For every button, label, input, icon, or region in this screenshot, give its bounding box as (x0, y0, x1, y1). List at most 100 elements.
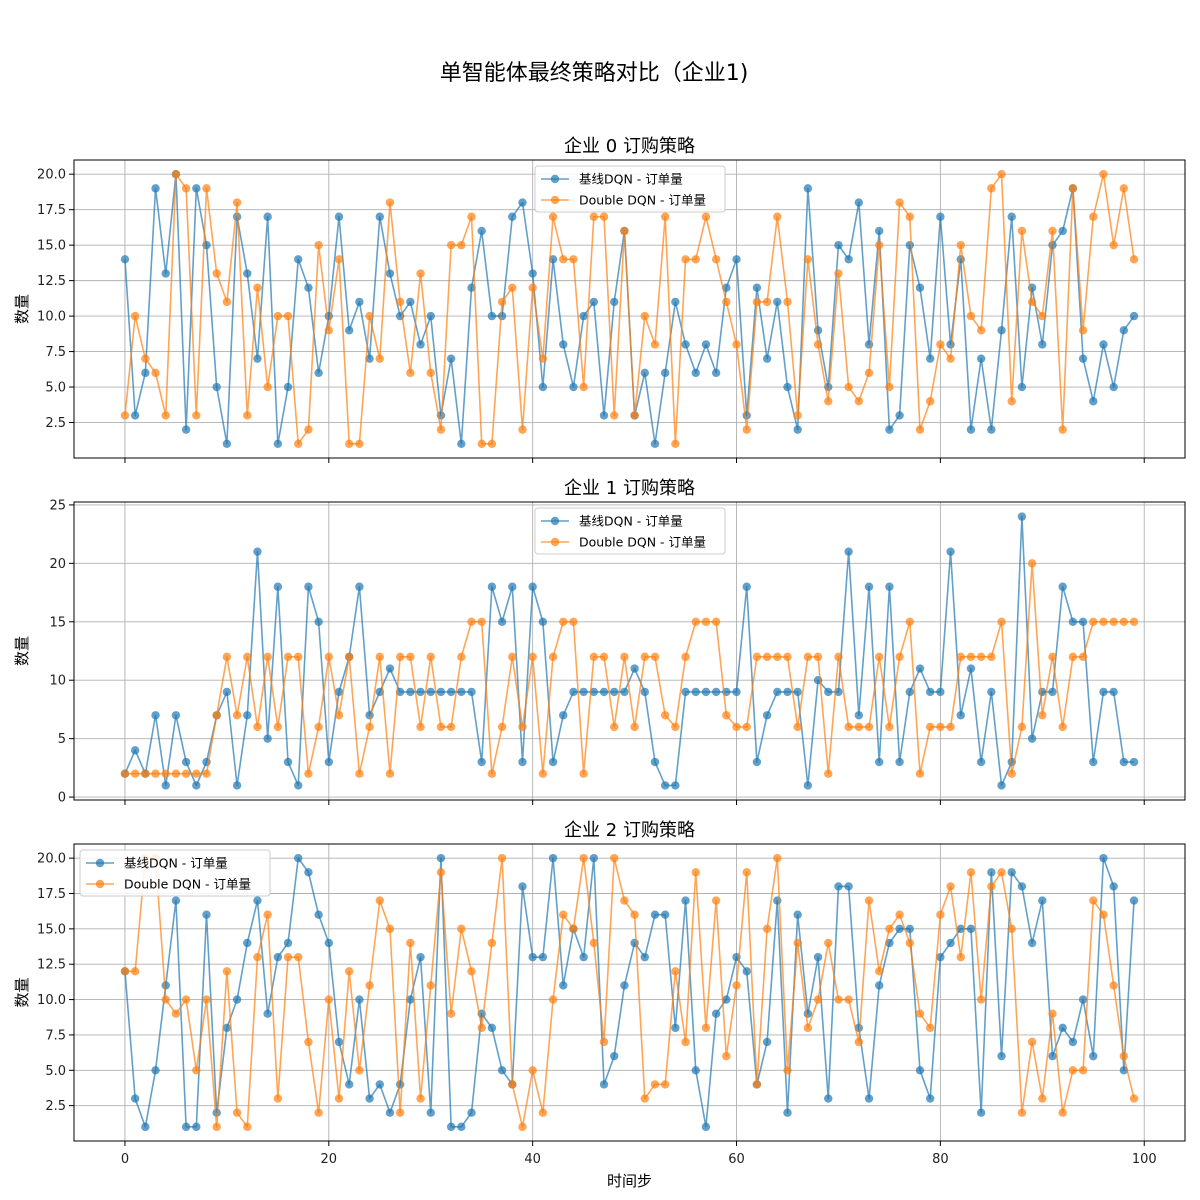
data-point (192, 781, 201, 790)
data-point (752, 297, 762, 307)
data-point (681, 652, 690, 662)
data-point (406, 297, 415, 307)
y-tick-label: 7.5 (45, 345, 66, 360)
data-point (610, 1051, 619, 1061)
data-point (834, 652, 843, 662)
data-point (304, 283, 313, 292)
legend-box (79, 849, 271, 897)
data-point (1058, 582, 1067, 591)
data-point (487, 769, 497, 778)
data-point (457, 652, 466, 662)
data-point (508, 652, 517, 662)
data-point (446, 1009, 456, 1018)
data-point (538, 769, 548, 778)
data-point (171, 896, 181, 905)
data-point (1027, 938, 1037, 948)
data-point (559, 910, 568, 919)
data-point (1078, 354, 1088, 363)
data-point (161, 769, 170, 778)
data-point (773, 853, 782, 863)
data-point (671, 722, 680, 732)
legend: 基线DQN - 订单量 Double DQN - 订单量 (534, 165, 726, 213)
data-point (691, 617, 700, 626)
data-point (1017, 1108, 1027, 1117)
y-tick-label: 12.5 (37, 958, 66, 973)
data-point (681, 687, 690, 697)
data-point (783, 1066, 792, 1075)
data-point (966, 664, 976, 673)
data-point (936, 722, 945, 732)
data-point (294, 652, 303, 662)
data-point (1099, 687, 1108, 697)
data-point (345, 1080, 354, 1089)
data-point (212, 269, 221, 278)
data-point (120, 255, 130, 264)
data-point (467, 283, 476, 292)
data-point (120, 411, 130, 420)
data-point (1109, 981, 1118, 990)
data-point (885, 582, 894, 591)
data-point (752, 652, 762, 662)
data-point (589, 297, 599, 307)
data-point (946, 354, 955, 363)
data-point (1078, 326, 1088, 335)
data-point (487, 582, 497, 591)
y-tick-label: 5.0 (45, 381, 66, 396)
data-point (762, 924, 772, 934)
data-point (202, 910, 211, 919)
data-point (426, 652, 435, 662)
data-point (793, 687, 802, 697)
data-point (334, 687, 344, 697)
data-point (294, 781, 303, 790)
data-point (181, 425, 191, 434)
data-point (1089, 212, 1098, 221)
data-point (762, 711, 772, 720)
data-point (834, 269, 843, 278)
data-point (671, 297, 680, 307)
data-point (732, 340, 741, 349)
data-point (762, 652, 772, 662)
x-axis-label: 时间步 (607, 1172, 652, 1190)
legend-marker (550, 516, 560, 526)
data-point (936, 910, 945, 919)
data-point (752, 757, 762, 767)
data-point (141, 368, 150, 378)
data-point (610, 297, 619, 307)
data-point (824, 769, 833, 778)
data-point (742, 582, 751, 591)
data-point (538, 354, 548, 363)
data-point (650, 757, 660, 767)
data-point (548, 853, 558, 863)
data-point (905, 617, 914, 626)
data-point (497, 617, 507, 626)
data-point (742, 425, 751, 434)
data-point (895, 910, 904, 919)
data-point (395, 652, 405, 662)
series-line-1 (124, 562, 1135, 775)
data-point (589, 853, 599, 863)
data-point (457, 687, 466, 697)
data-point (243, 1122, 252, 1132)
data-point (579, 853, 588, 863)
data-point (192, 1122, 201, 1132)
data-point (732, 722, 741, 732)
data-point (956, 924, 965, 934)
data-point (334, 212, 344, 221)
subplot-title: 企业 2 订购策略 (564, 820, 695, 841)
data-point (925, 687, 935, 697)
data-point (1119, 757, 1129, 767)
legend: 基线DQN - 订单量 Double DQN - 订单量 (79, 849, 271, 897)
data-point (773, 687, 782, 697)
data-point (130, 1094, 140, 1103)
data-point (304, 425, 313, 434)
data-point (620, 687, 629, 697)
data-point (141, 769, 150, 778)
data-point (345, 326, 354, 335)
data-point (263, 734, 272, 743)
data-point (1089, 1051, 1098, 1061)
data-point (640, 952, 649, 962)
series-line-0 (124, 857, 1135, 1128)
data-point (803, 781, 813, 790)
data-point (650, 910, 660, 919)
figure-title: 单智能体最终策略对比（企业1) (440, 61, 749, 86)
